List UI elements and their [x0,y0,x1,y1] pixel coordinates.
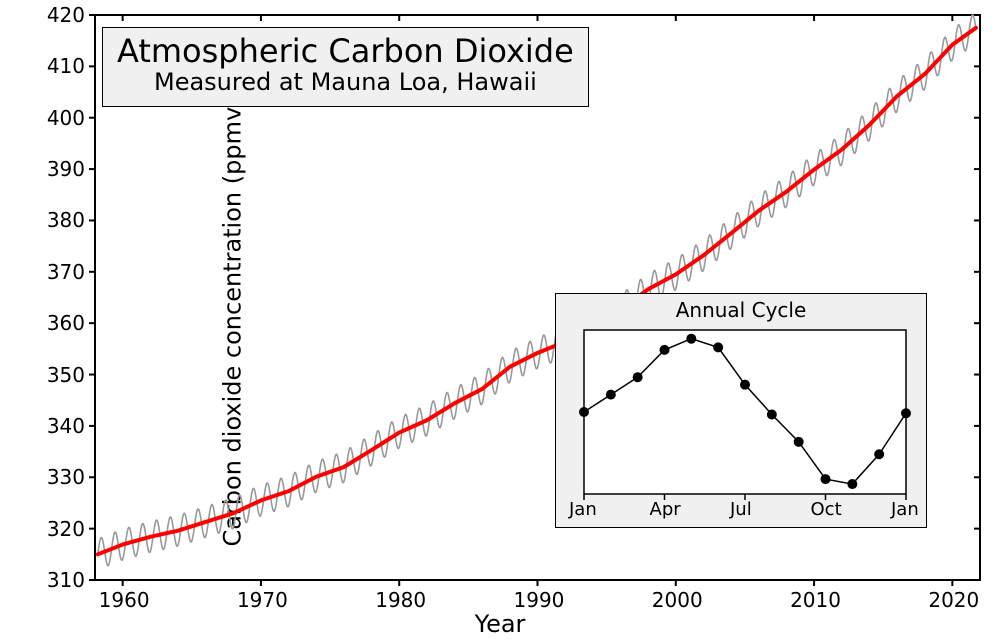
inset-plot-svg [556,294,926,527]
y-tick-label: 330 [47,465,85,489]
x-tick-label: 1960 [99,588,150,612]
inset-x-tick-label: Apr [650,499,681,520]
chart-title-box: Atmospheric Carbon Dioxide Measured at M… [102,27,589,107]
y-tick-label: 340 [47,414,85,438]
y-tick-label: 350 [47,363,85,387]
inset-x-tick-label: Jul [730,499,752,520]
x-tick-label: 2000 [652,588,703,612]
inset-x-tick-label: Jan [891,499,919,520]
inset-x-tick-label: Oct [811,499,842,520]
y-tick-label: 370 [47,260,85,284]
x-tick-label: 2020 [928,588,979,612]
x-tick-label: 1990 [514,588,565,612]
y-tick-label: 310 [47,568,85,592]
y-tick-label: 400 [47,106,85,130]
y-tick-label: 410 [47,54,85,78]
annual-cycle-inset: Annual Cycle [555,293,927,528]
y-tick-label: 320 [47,517,85,541]
x-tick-label: 2010 [790,588,841,612]
x-tick-label: 1970 [237,588,288,612]
keeling-curve-chart: Carbon dioxide concentration (ppmv) Year… [0,0,1000,644]
chart-title: Atmospheric Carbon Dioxide [117,32,574,70]
y-tick-label: 390 [47,157,85,181]
y-tick-label: 360 [47,311,85,335]
y-tick-label: 380 [47,208,85,232]
chart-subtitle: Measured at Mauna Loa, Hawaii [117,68,574,96]
inset-x-tick-label: Jan [569,499,597,520]
y-tick-label: 420 [47,3,85,27]
x-tick-label: 1980 [375,588,426,612]
